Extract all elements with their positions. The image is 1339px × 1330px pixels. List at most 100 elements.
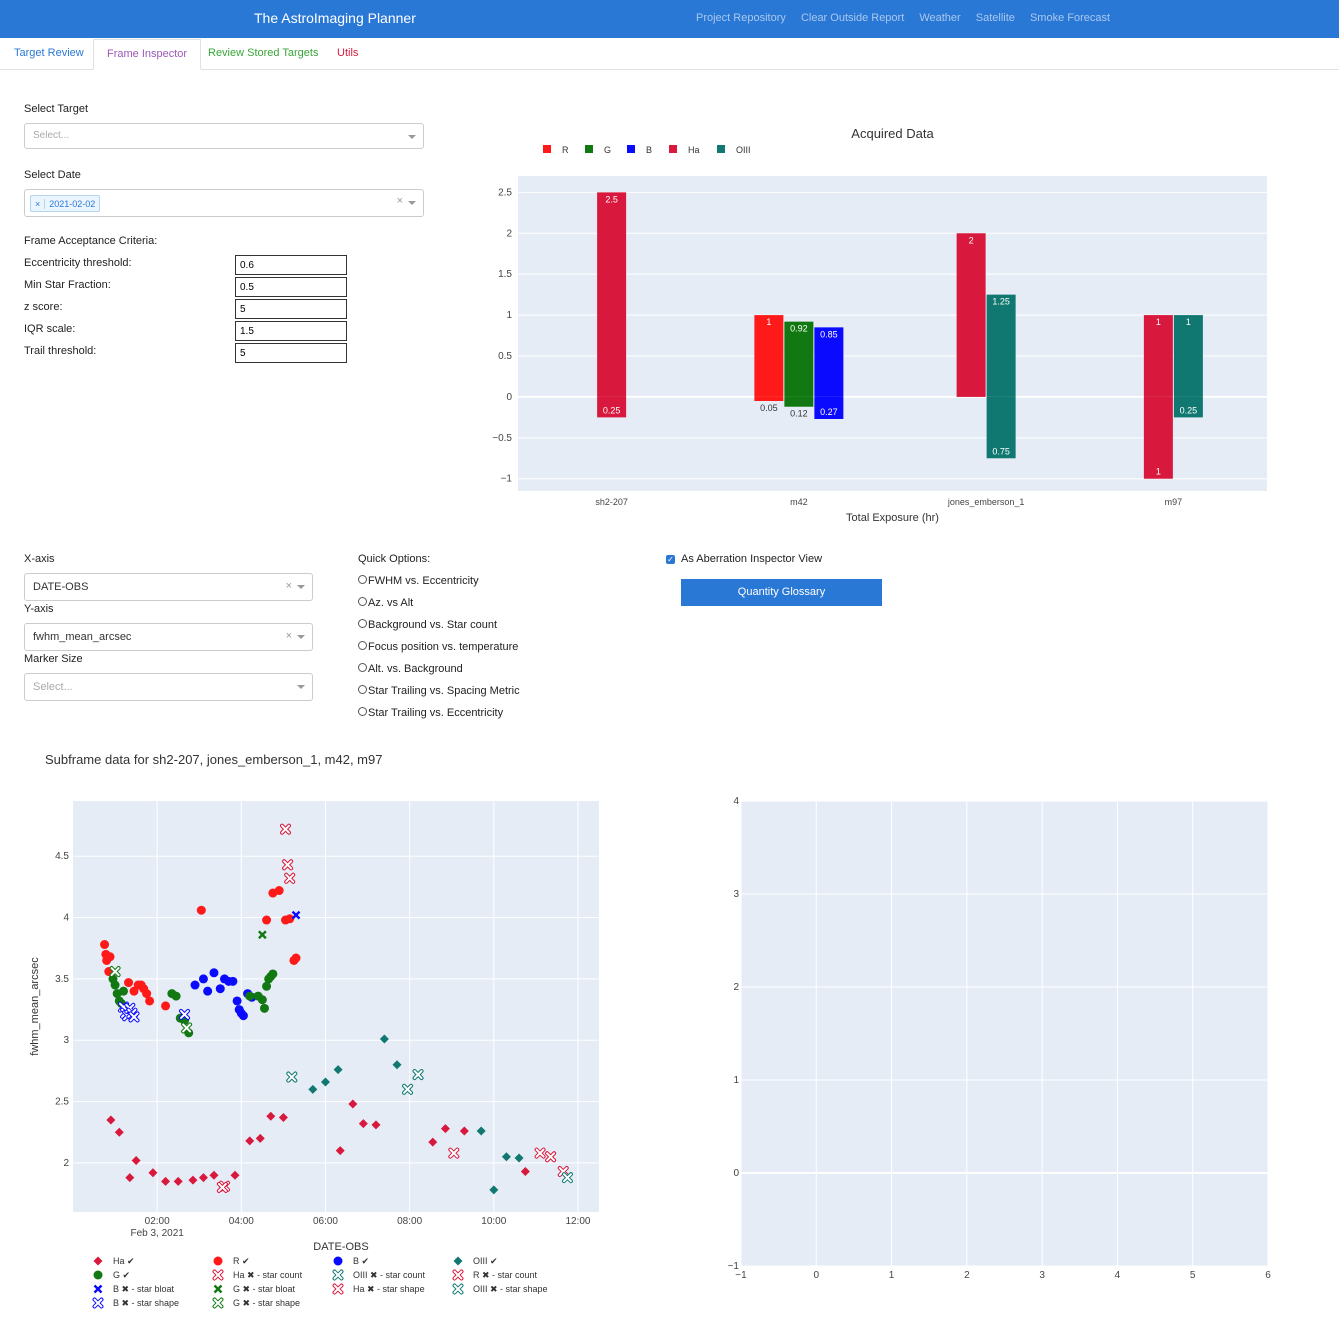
y-tick-label: 4.5 (55, 851, 69, 862)
y-axis-value: fwhm_mean_arcsec (33, 631, 132, 643)
z-score-input[interactable] (235, 299, 347, 319)
y-axis-label: Y-axis (24, 603, 54, 615)
data-point (215, 984, 225, 994)
bar-positive (784, 321, 814, 397)
point-marker (161, 1176, 171, 1186)
nav-link-smoke-forecast[interactable]: Smoke Forecast (1029, 12, 1111, 24)
bar-positive (956, 233, 986, 397)
y-axis-title: fwhm_mean_arcsec (29, 957, 41, 1056)
y-tick-label: 2 (63, 1158, 69, 1169)
point-marker-inner (213, 1270, 223, 1280)
tab-utils[interactable]: Utils (337, 47, 359, 59)
data-point (402, 1083, 414, 1095)
tab-target-review[interactable]: Target Review (14, 47, 84, 59)
quick-option-az-vs-alt[interactable]: Az. vs Alt (358, 597, 413, 609)
nav-link-weather[interactable]: Weather (919, 12, 961, 24)
chevron-down-icon[interactable] (408, 135, 416, 139)
point-marker (245, 1136, 255, 1146)
point-marker (514, 1153, 524, 1163)
data-point (257, 995, 267, 1005)
data-point (148, 1168, 158, 1178)
chevron-down-icon[interactable] (408, 201, 416, 205)
radio-icon[interactable] (358, 663, 367, 672)
quick-option-alt-vs-background[interactable]: Alt. vs. Background (358, 663, 463, 675)
radio-icon[interactable] (358, 575, 367, 584)
point-marker-inner (285, 873, 295, 883)
quick-option-background-vs-star-count[interactable]: Background vs. Star count (358, 619, 497, 631)
point-marker (392, 1060, 402, 1070)
bar-value-label: 0.25 (1180, 405, 1198, 415)
quick-option-trailing-vs-eccentricity[interactable]: Star Trailing vs. Eccentricity (358, 707, 503, 719)
data-point (131, 1155, 141, 1165)
point-marker (213, 1284, 223, 1294)
tab-frame-inspector[interactable]: Frame Inspector (93, 39, 202, 70)
bar-value-label: 0.27 (820, 407, 838, 417)
data-point (190, 980, 200, 990)
radio-icon[interactable] (358, 707, 367, 716)
x-tick-label: jones_emberson_1 (947, 497, 1025, 507)
aberration-checkbox[interactable]: ✓ (666, 555, 675, 564)
y-tick-label: 2 (506, 228, 512, 239)
eccentricity-threshold-input[interactable] (235, 255, 347, 275)
radio-icon[interactable] (358, 685, 367, 694)
x-axis-dropdown[interactable]: DATE-OBS × (24, 573, 313, 601)
legend-label: OIII ✖ - star count (353, 1270, 426, 1280)
data-point (320, 1077, 330, 1087)
point-marker (285, 914, 295, 924)
bar-positive (754, 315, 784, 397)
quick-option-fwhm-vs-eccentricity[interactable]: FWHM vs. Eccentricity (358, 575, 479, 587)
quick-option-label: Background vs. Star count (368, 619, 498, 631)
select-date-dropdown[interactable]: × 2021-02-02 × (24, 189, 424, 217)
data-point (501, 1152, 511, 1162)
y-axis-dropdown[interactable]: fwhm_mean_arcsec × (24, 623, 313, 651)
data-point (245, 991, 255, 1001)
point-marker-inner (93, 1298, 103, 1308)
clear-icon[interactable]: × (396, 195, 403, 207)
point-marker (278, 1113, 288, 1123)
marker-size-dropdown[interactable]: Select... (24, 673, 313, 701)
quick-option-trailing-vs-spacing[interactable]: Star Trailing vs. Spacing Metric (358, 685, 520, 697)
min-star-fraction-input[interactable] (235, 277, 347, 297)
chevron-down-icon[interactable] (297, 685, 305, 689)
nav-link-clear-outside-report[interactable]: Clear Outside Report (800, 12, 905, 24)
point-marker (333, 1256, 343, 1266)
bar-value-label: 1 (766, 317, 771, 327)
app-brand[interactable]: The AstroImaging Planner (254, 10, 416, 26)
data-point (188, 1175, 198, 1185)
point-marker (335, 1146, 345, 1156)
bar-value-label: 0.05 (760, 403, 778, 413)
nav-link-satellite[interactable]: Satellite (975, 12, 1015, 24)
legend-label: Ha ✔ (113, 1256, 135, 1266)
data-point (332, 1269, 344, 1281)
quantity-glossary-button[interactable]: Quantity Glossary (681, 579, 882, 606)
marker-size-placeholder: Select... (33, 681, 73, 693)
nav-link-project-repository[interactable]: Project Repository (696, 12, 786, 24)
data-point (452, 1269, 464, 1281)
point-marker-inner (333, 1284, 343, 1294)
tab-review-stored-targets[interactable]: Review Stored Targets (208, 47, 319, 59)
radio-icon[interactable] (358, 641, 367, 650)
y-tick-label: −0.5 (492, 433, 512, 444)
point-marker (520, 1167, 530, 1177)
iqr-scale-input[interactable] (235, 321, 347, 341)
point-marker (262, 915, 272, 925)
bar-value-label: 1 (1156, 467, 1161, 477)
chevron-down-icon[interactable] (297, 585, 305, 589)
eccentricity-threshold-label: Eccentricity threshold: (24, 257, 132, 269)
trail-threshold-input[interactable] (235, 343, 347, 363)
point-marker (358, 1119, 368, 1129)
radio-icon[interactable] (358, 619, 367, 628)
clear-icon[interactable]: × (285, 580, 292, 592)
point-marker (262, 981, 272, 991)
y-tick-label: 1 (506, 310, 512, 321)
radio-icon[interactable] (358, 597, 367, 606)
subframe-scatter-chart: Subframe data for sh2-207, jones_emberso… (29, 752, 599, 1309)
point-marker (258, 930, 267, 940)
remove-chip-icon[interactable]: × (31, 198, 46, 209)
chevron-down-icon[interactable] (297, 635, 305, 639)
select-target-dropdown[interactable]: Select... (24, 123, 424, 149)
clear-icon[interactable]: × (285, 630, 292, 642)
point-marker-inner (281, 824, 291, 834)
quick-option-focus-vs-temperature[interactable]: Focus position vs. temperature (358, 641, 518, 653)
point-marker (476, 1126, 486, 1136)
